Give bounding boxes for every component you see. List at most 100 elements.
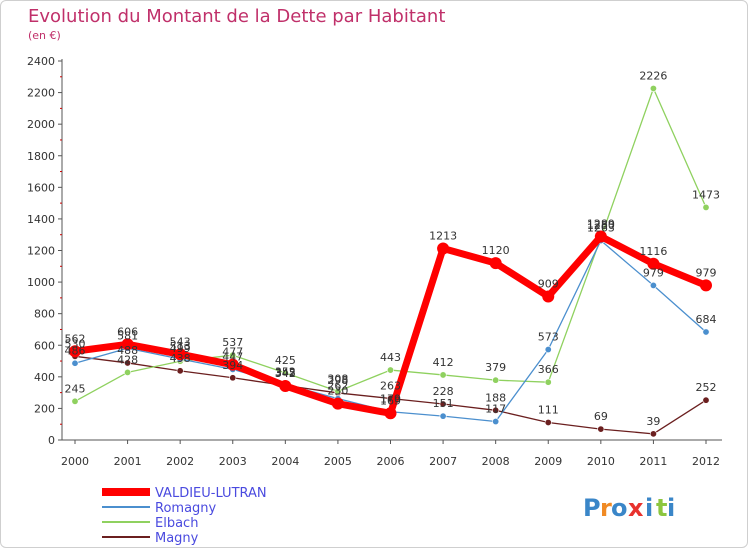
data-point	[279, 379, 292, 392]
legend-entry: Magny	[155, 531, 199, 546]
x-tick-label: 2001	[114, 455, 142, 468]
data-point	[386, 366, 394, 374]
data-point	[702, 203, 710, 211]
series-lines	[69, 84, 712, 438]
data-label: 298	[327, 374, 348, 387]
chart-subtitle: (en €)	[28, 29, 61, 42]
data-label: 1116	[639, 245, 667, 258]
data-point	[121, 338, 134, 351]
data-label: 979	[643, 266, 664, 279]
data-label: 909	[538, 277, 559, 290]
data-label: 366	[538, 363, 559, 376]
legend-entry: VALDIEU-LUTRAN	[155, 486, 267, 501]
data-point	[492, 418, 500, 426]
y-tick-label: 600	[34, 339, 55, 352]
data-label: 111	[538, 403, 559, 416]
data-point	[489, 257, 502, 270]
data-point	[702, 328, 710, 336]
data-label: 69	[594, 410, 608, 423]
y-tick-label: 2400	[27, 55, 55, 68]
data-point	[594, 230, 607, 243]
data-point	[331, 397, 344, 410]
y-tick-label: 1200	[27, 245, 55, 258]
data-label: 486	[65, 344, 86, 357]
data-label: 352	[275, 365, 296, 378]
data-point	[124, 368, 132, 376]
data-label: 477	[222, 346, 243, 359]
x-tick-label: 2002	[166, 455, 194, 468]
data-label: 684	[696, 313, 717, 326]
x-tick-label: 2007	[429, 455, 457, 468]
data-point	[174, 348, 187, 361]
data-point	[702, 396, 710, 404]
data-point	[384, 407, 397, 420]
data-label: 979	[696, 266, 717, 279]
x-tick-label: 2009	[534, 455, 562, 468]
data-label: 1213	[429, 229, 457, 242]
data-point	[544, 346, 552, 354]
y-tick-label: 400	[34, 371, 55, 384]
logo-letter: i	[645, 494, 653, 522]
y-tick-label: 800	[34, 308, 55, 321]
data-point	[226, 358, 239, 371]
data-label: 245	[65, 382, 86, 395]
data-label: 169	[380, 394, 401, 407]
data-label: 499	[170, 342, 191, 355]
y-tick-label: 1600	[27, 181, 55, 194]
data-point	[176, 367, 184, 375]
data-label: 228	[433, 385, 454, 398]
axes: 0 200 400 600 800 1000 1200 1400 1600 1800 2000 220…	[27, 55, 722, 468]
data-label: 425	[275, 354, 296, 367]
logo-letter: t	[656, 494, 667, 522]
data-label: 39	[646, 415, 660, 428]
x-tick-label: 2010	[587, 455, 615, 468]
data-label: 179	[380, 393, 401, 406]
data-point	[439, 400, 447, 408]
data-label: 438	[170, 352, 191, 365]
data-point	[597, 425, 605, 433]
data-label: 394	[222, 359, 243, 372]
data-point	[492, 406, 500, 414]
data-point	[69, 345, 81, 358]
x-tick-label: 2000	[61, 455, 89, 468]
data-label: 379	[485, 361, 506, 374]
data-label: 1280	[587, 219, 615, 232]
data-label: 345	[275, 367, 296, 380]
logo-letter: P	[583, 494, 601, 522]
data-label: 1120	[482, 244, 510, 257]
logo-letter: x	[628, 494, 644, 522]
y-tick-label: 2000	[27, 118, 55, 131]
data-point	[439, 371, 447, 379]
y-tick-label: 2200	[27, 87, 55, 100]
data-label: 342	[275, 367, 296, 380]
x-tick-label: 2006	[377, 455, 405, 468]
data-label: 412	[433, 356, 454, 369]
logo-letter: o	[611, 494, 628, 522]
data-point	[700, 279, 712, 292]
y-tick-label: 200	[34, 402, 55, 415]
data-label: 117	[485, 403, 506, 416]
data-label: 573	[538, 331, 559, 344]
data-label: 606	[117, 325, 138, 338]
data-point	[71, 397, 79, 405]
data-label: 530	[65, 337, 86, 350]
data-point	[542, 290, 555, 303]
y-tick-label: 1400	[27, 213, 55, 226]
data-label: 188	[485, 391, 506, 404]
data-point	[492, 376, 500, 384]
x-tick-label: 2004	[271, 455, 299, 468]
x-tick-label: 2011	[639, 455, 667, 468]
legend-entry: Romagny	[155, 501, 217, 516]
data-label: 1289	[587, 217, 615, 230]
legend-entry: Elbach	[155, 516, 198, 531]
data-label: 428	[117, 353, 138, 366]
data-label: 262	[327, 380, 348, 393]
data-point	[544, 378, 552, 386]
x-tick-label: 2003	[219, 455, 247, 468]
data-point	[649, 430, 657, 438]
logo-letter: r	[600, 494, 612, 522]
chart-title: Evolution du Montant de la Dette par Hab…	[28, 6, 445, 27]
